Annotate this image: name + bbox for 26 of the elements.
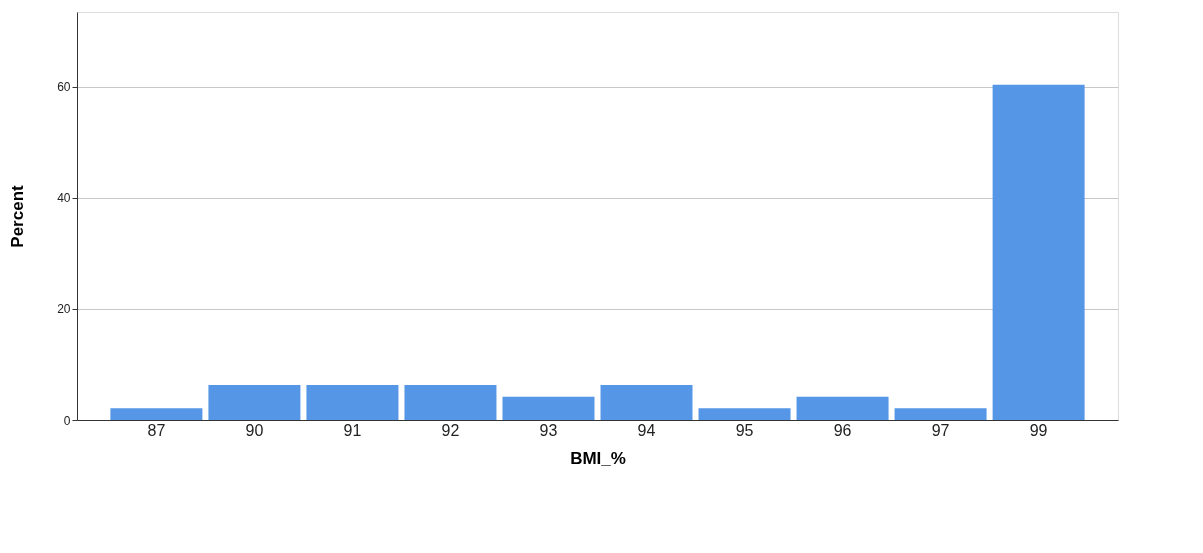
x-tick-label: 90 bbox=[245, 421, 264, 439]
y-tick-label: 0 bbox=[63, 413, 71, 428]
x-tick-label: 99 bbox=[1029, 421, 1048, 439]
y-axis-title: Percent bbox=[8, 184, 28, 248]
x-axis-title: BMI_% bbox=[570, 448, 626, 468]
y-tick-label: 20 bbox=[57, 302, 71, 317]
x-tick-label: 87 bbox=[147, 421, 166, 439]
bar bbox=[502, 396, 595, 420]
x-tick-label: 92 bbox=[441, 421, 460, 439]
bar bbox=[306, 385, 399, 420]
x-tick-label: 96 bbox=[833, 421, 852, 439]
y-tick-label: 40 bbox=[57, 191, 71, 206]
bar bbox=[110, 408, 203, 420]
x-tick-label: 94 bbox=[637, 421, 656, 439]
x-tick-label: 93 bbox=[539, 421, 558, 439]
x-tick-label: 91 bbox=[343, 421, 362, 439]
bar bbox=[698, 408, 791, 420]
x-tick-label: 95 bbox=[735, 421, 754, 439]
bar bbox=[992, 84, 1085, 420]
x-tick-label: 97 bbox=[931, 421, 950, 439]
y-tick-label: 60 bbox=[57, 80, 71, 95]
bar bbox=[600, 385, 693, 420]
bar bbox=[208, 385, 301, 420]
bar bbox=[894, 408, 987, 420]
bar bbox=[404, 385, 497, 420]
bar bbox=[796, 396, 889, 420]
